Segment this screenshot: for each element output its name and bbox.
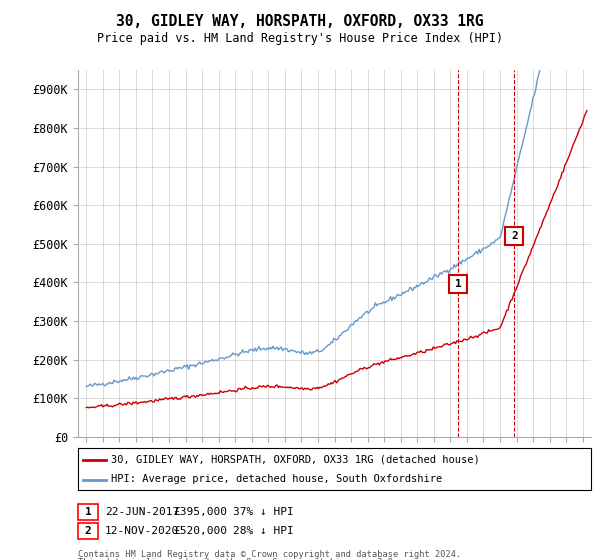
Text: 1: 1 (455, 279, 461, 290)
Text: 2: 2 (511, 231, 518, 241)
Text: 30, GIDLEY WAY, HORSPATH, OXFORD, OX33 1RG (detached house): 30, GIDLEY WAY, HORSPATH, OXFORD, OX33 1… (112, 455, 480, 465)
Text: 2: 2 (85, 526, 91, 536)
Text: 37% ↓ HPI: 37% ↓ HPI (233, 507, 293, 517)
Text: HPI: Average price, detached house, South Oxfordshire: HPI: Average price, detached house, Sout… (112, 474, 443, 484)
Text: 1: 1 (85, 507, 91, 517)
Text: This data is licensed under the Open Government Licence v3.0.: This data is licensed under the Open Gov… (78, 558, 398, 560)
Text: Contains HM Land Registry data © Crown copyright and database right 2024.: Contains HM Land Registry data © Crown c… (78, 550, 461, 559)
Text: £395,000: £395,000 (173, 507, 227, 517)
Text: 30, GIDLEY WAY, HORSPATH, OXFORD, OX33 1RG: 30, GIDLEY WAY, HORSPATH, OXFORD, OX33 1… (116, 14, 484, 29)
Text: 22-JUN-2017: 22-JUN-2017 (105, 507, 179, 517)
Text: 28% ↓ HPI: 28% ↓ HPI (233, 526, 293, 536)
Text: 12-NOV-2020: 12-NOV-2020 (105, 526, 179, 536)
Text: £520,000: £520,000 (173, 526, 227, 536)
Text: Price paid vs. HM Land Registry's House Price Index (HPI): Price paid vs. HM Land Registry's House … (97, 32, 503, 45)
